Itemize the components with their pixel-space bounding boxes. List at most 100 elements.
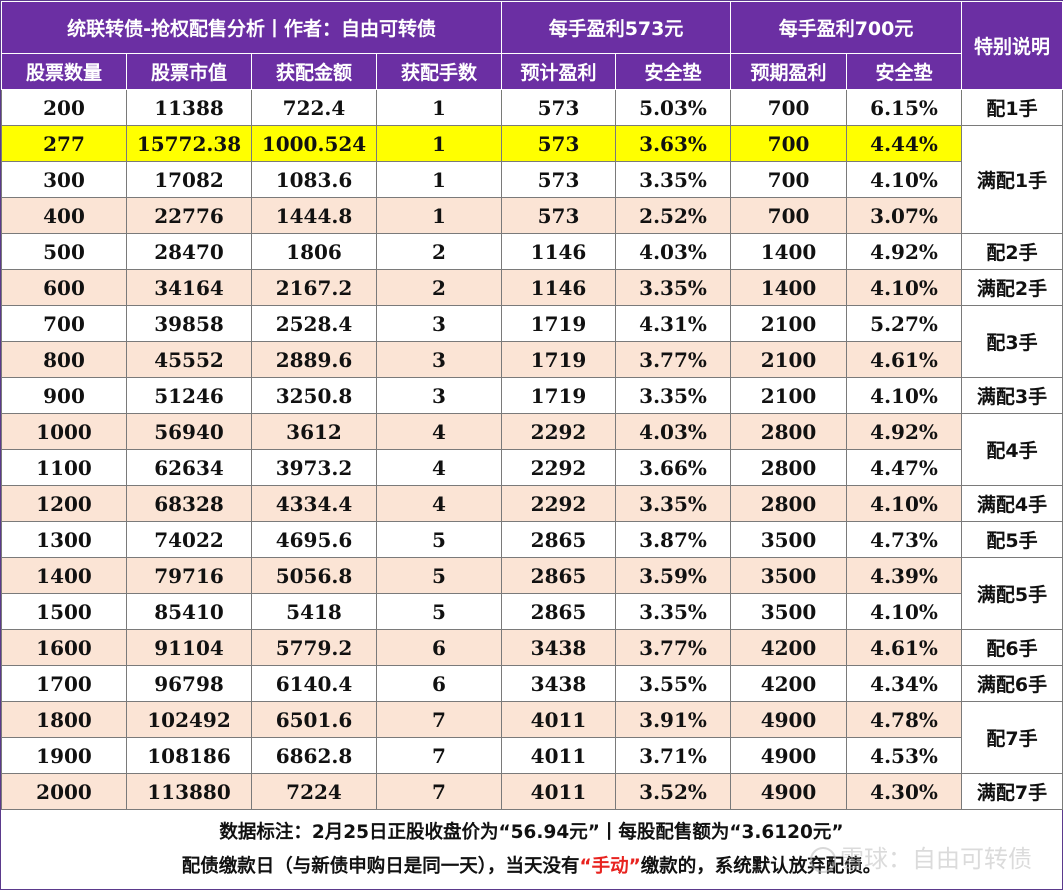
col-header-expected-profit-700: 预期盈利 xyxy=(730,53,848,90)
special-note: 满配4手 xyxy=(961,485,1063,522)
table-row: 600 34164 2167.2 2 1146 3.35% 1400 4.10% 满配2手 xyxy=(1,269,1063,306)
cell-market-value: 51246 xyxy=(126,377,252,414)
cell-safety-margin-700: 4.61% xyxy=(846,341,963,378)
header-row-columns: 股票数量 股票市值 获配金额 获配手数 预计盈利 安全垫 预期盈利 安全垫 xyxy=(1,53,1063,90)
table-row: 1300 74022 4695.6 5 2865 3.87% 3500 4.73% 配5手 xyxy=(1,521,1063,558)
cell-expected-profit-700: 4200 xyxy=(730,629,848,666)
cell-allotted-amount: 5418 xyxy=(251,593,377,630)
table-row: 700 39858 2528.4 3 1719 4.31% 2100 5.27% 配3手 xyxy=(1,305,1063,378)
cell-allotted-amount: 4334.4 xyxy=(251,485,377,522)
cell-allotted-lots: 1 xyxy=(375,161,503,198)
cell-expected-profit-700: 2800 xyxy=(730,413,848,450)
cell-allotted-lots: 2 xyxy=(375,233,503,270)
cell-allotted-amount: 1444.8 xyxy=(251,197,377,234)
table-row: 300 17082 1083.6 1 573 3.35% 700 4.10% xyxy=(1,161,1063,198)
cell-allotted-amount: 5056.8 xyxy=(251,557,377,594)
cell-allotted-lots: 1 xyxy=(375,197,503,234)
special-note: 配2手 xyxy=(961,233,1063,270)
cell-expected-profit-573: 4011 xyxy=(501,737,617,774)
cell-safety-margin-573: 3.66% xyxy=(615,449,732,486)
cell-expected-profit-700: 4900 xyxy=(730,773,848,810)
cell-safety-margin-700: 4.92% xyxy=(846,413,963,450)
cell-allotted-lots: 3 xyxy=(375,377,503,414)
col-header-allotted-amount: 获配金额 xyxy=(251,53,377,90)
cell-expected-profit-573: 4011 xyxy=(501,701,617,738)
cell-allotted-lots: 5 xyxy=(375,521,503,558)
cell-allotted-amount: 3612 xyxy=(251,413,377,450)
special-note: 满配7手 xyxy=(961,773,1063,810)
special-note: 配1手 xyxy=(961,89,1063,126)
cell-expected-profit-573: 2292 xyxy=(501,413,617,450)
table-title: 统联转债-抢权配售分析丨作者：自由可转债 xyxy=(0,1,503,54)
cell-allotted-lots: 3 xyxy=(375,341,503,378)
cell-market-value: 85410 xyxy=(126,593,252,630)
cell-allotted-lots: 4 xyxy=(375,449,503,486)
cell-expected-profit-700: 700 xyxy=(730,161,848,198)
footer-line-1: 数据标注：2月25日正股收盘价为“56.94元”丨每股配售额为“3.6120元” xyxy=(219,822,844,843)
table-row: 1000 56940 3612 4 2292 4.03% 2800 4.92% 配4手 xyxy=(1,413,1063,486)
table-row: 1800 102492 6501.6 7 4011 3.91% 4900 4.78% 配7手 xyxy=(1,701,1063,774)
cell-safety-margin-700: 4.34% xyxy=(846,665,963,702)
special-note: 配6手 xyxy=(961,629,1063,666)
cell-shares: 2000 xyxy=(1,773,127,810)
cell-market-value: 22776 xyxy=(126,197,252,234)
cell-safety-margin-573: 3.59% xyxy=(615,557,732,594)
cell-market-value: 108186 xyxy=(126,737,252,774)
table-row: 1400 79716 5056.8 5 2865 3.59% 3500 4.39% 满配5手 xyxy=(1,557,1063,630)
cell-allotted-lots: 1 xyxy=(375,89,503,126)
cell-safety-margin-573: 3.91% xyxy=(615,701,732,738)
cell-market-value: 56940 xyxy=(126,413,252,450)
cell-market-value: 74022 xyxy=(126,521,252,558)
cell-safety-margin-700: 4.30% xyxy=(846,773,963,810)
cell-expected-profit-700: 700 xyxy=(730,89,848,126)
cell-expected-profit-700: 4200 xyxy=(730,665,848,702)
cell-expected-profit-573: 2865 xyxy=(501,557,617,594)
cell-shares: 1600 xyxy=(1,629,127,666)
cell-allotted-amount: 5779.2 xyxy=(251,629,377,666)
cell-expected-profit-573: 2292 xyxy=(501,449,617,486)
cell-allotted-lots: 7 xyxy=(375,773,503,810)
cell-allotted-amount: 2889.6 xyxy=(251,341,377,378)
cell-expected-profit-573: 1719 xyxy=(501,377,617,414)
cell-allotted-lots: 6 xyxy=(375,665,503,702)
cell-market-value: 68328 xyxy=(126,485,252,522)
cell-allotted-amount: 7224 xyxy=(251,773,377,810)
cell-safety-margin-573: 3.87% xyxy=(615,521,732,558)
cell-safety-margin-573: 3.63% xyxy=(615,125,732,162)
cell-expected-profit-573: 1719 xyxy=(501,341,617,378)
col-header-shares: 股票数量 xyxy=(1,53,127,90)
cell-allotted-amount: 3250.8 xyxy=(251,377,377,414)
cell-safety-margin-700: 4.53% xyxy=(846,737,963,774)
cell-expected-profit-573: 573 xyxy=(501,89,617,126)
special-note: 满配1手 xyxy=(961,125,1063,234)
cell-expected-profit-700: 3500 xyxy=(730,593,848,630)
cell-expected-profit-700: 2800 xyxy=(730,449,848,486)
cell-shares: 1200 xyxy=(1,485,127,522)
table-row: 1700 96798 6140.4 6 3438 3.55% 4200 4.34% 满配6手 xyxy=(1,665,1063,702)
special-note: 配5手 xyxy=(961,521,1063,558)
cell-safety-margin-573: 4.03% xyxy=(615,233,732,270)
cell-allotted-lots: 3 xyxy=(375,305,503,342)
cell-shares: 1500 xyxy=(1,593,127,630)
cell-market-value: 17082 xyxy=(126,161,252,198)
cell-allotted-lots: 4 xyxy=(375,413,503,450)
cell-allotted-amount: 1806 xyxy=(251,233,377,270)
footer-line-2-pre: 配债缴款日（与新债申购日是同一天），当天没有 xyxy=(181,856,580,877)
allotment-table: 统联转债-抢权配售分析丨作者：自由可转债 每手盈利573元 每手盈利700元 特… xyxy=(0,1,1063,810)
cell-market-value: 91104 xyxy=(126,629,252,666)
cell-safety-margin-700: 4.61% xyxy=(846,629,963,666)
table-row: 900 51246 3250.8 3 1719 3.35% 2100 4.10% 满配3手 xyxy=(1,377,1063,414)
cell-shares: 300 xyxy=(1,161,127,198)
cell-market-value: 34164 xyxy=(126,269,252,306)
cell-allotted-lots: 5 xyxy=(375,557,503,594)
cell-safety-margin-573: 3.35% xyxy=(615,377,732,414)
cell-market-value: 96798 xyxy=(126,665,252,702)
cell-safety-margin-700: 4.10% xyxy=(846,161,963,198)
cell-shares: 1700 xyxy=(1,665,127,702)
cell-allotted-lots: 7 xyxy=(375,737,503,774)
cell-expected-profit-700: 3500 xyxy=(730,557,848,594)
table-row: 400 22776 1444.8 1 573 2.52% 700 3.07% xyxy=(1,197,1063,234)
cell-safety-margin-573: 3.52% xyxy=(615,773,732,810)
cell-shares: 900 xyxy=(1,377,127,414)
cell-expected-profit-573: 573 xyxy=(501,197,617,234)
